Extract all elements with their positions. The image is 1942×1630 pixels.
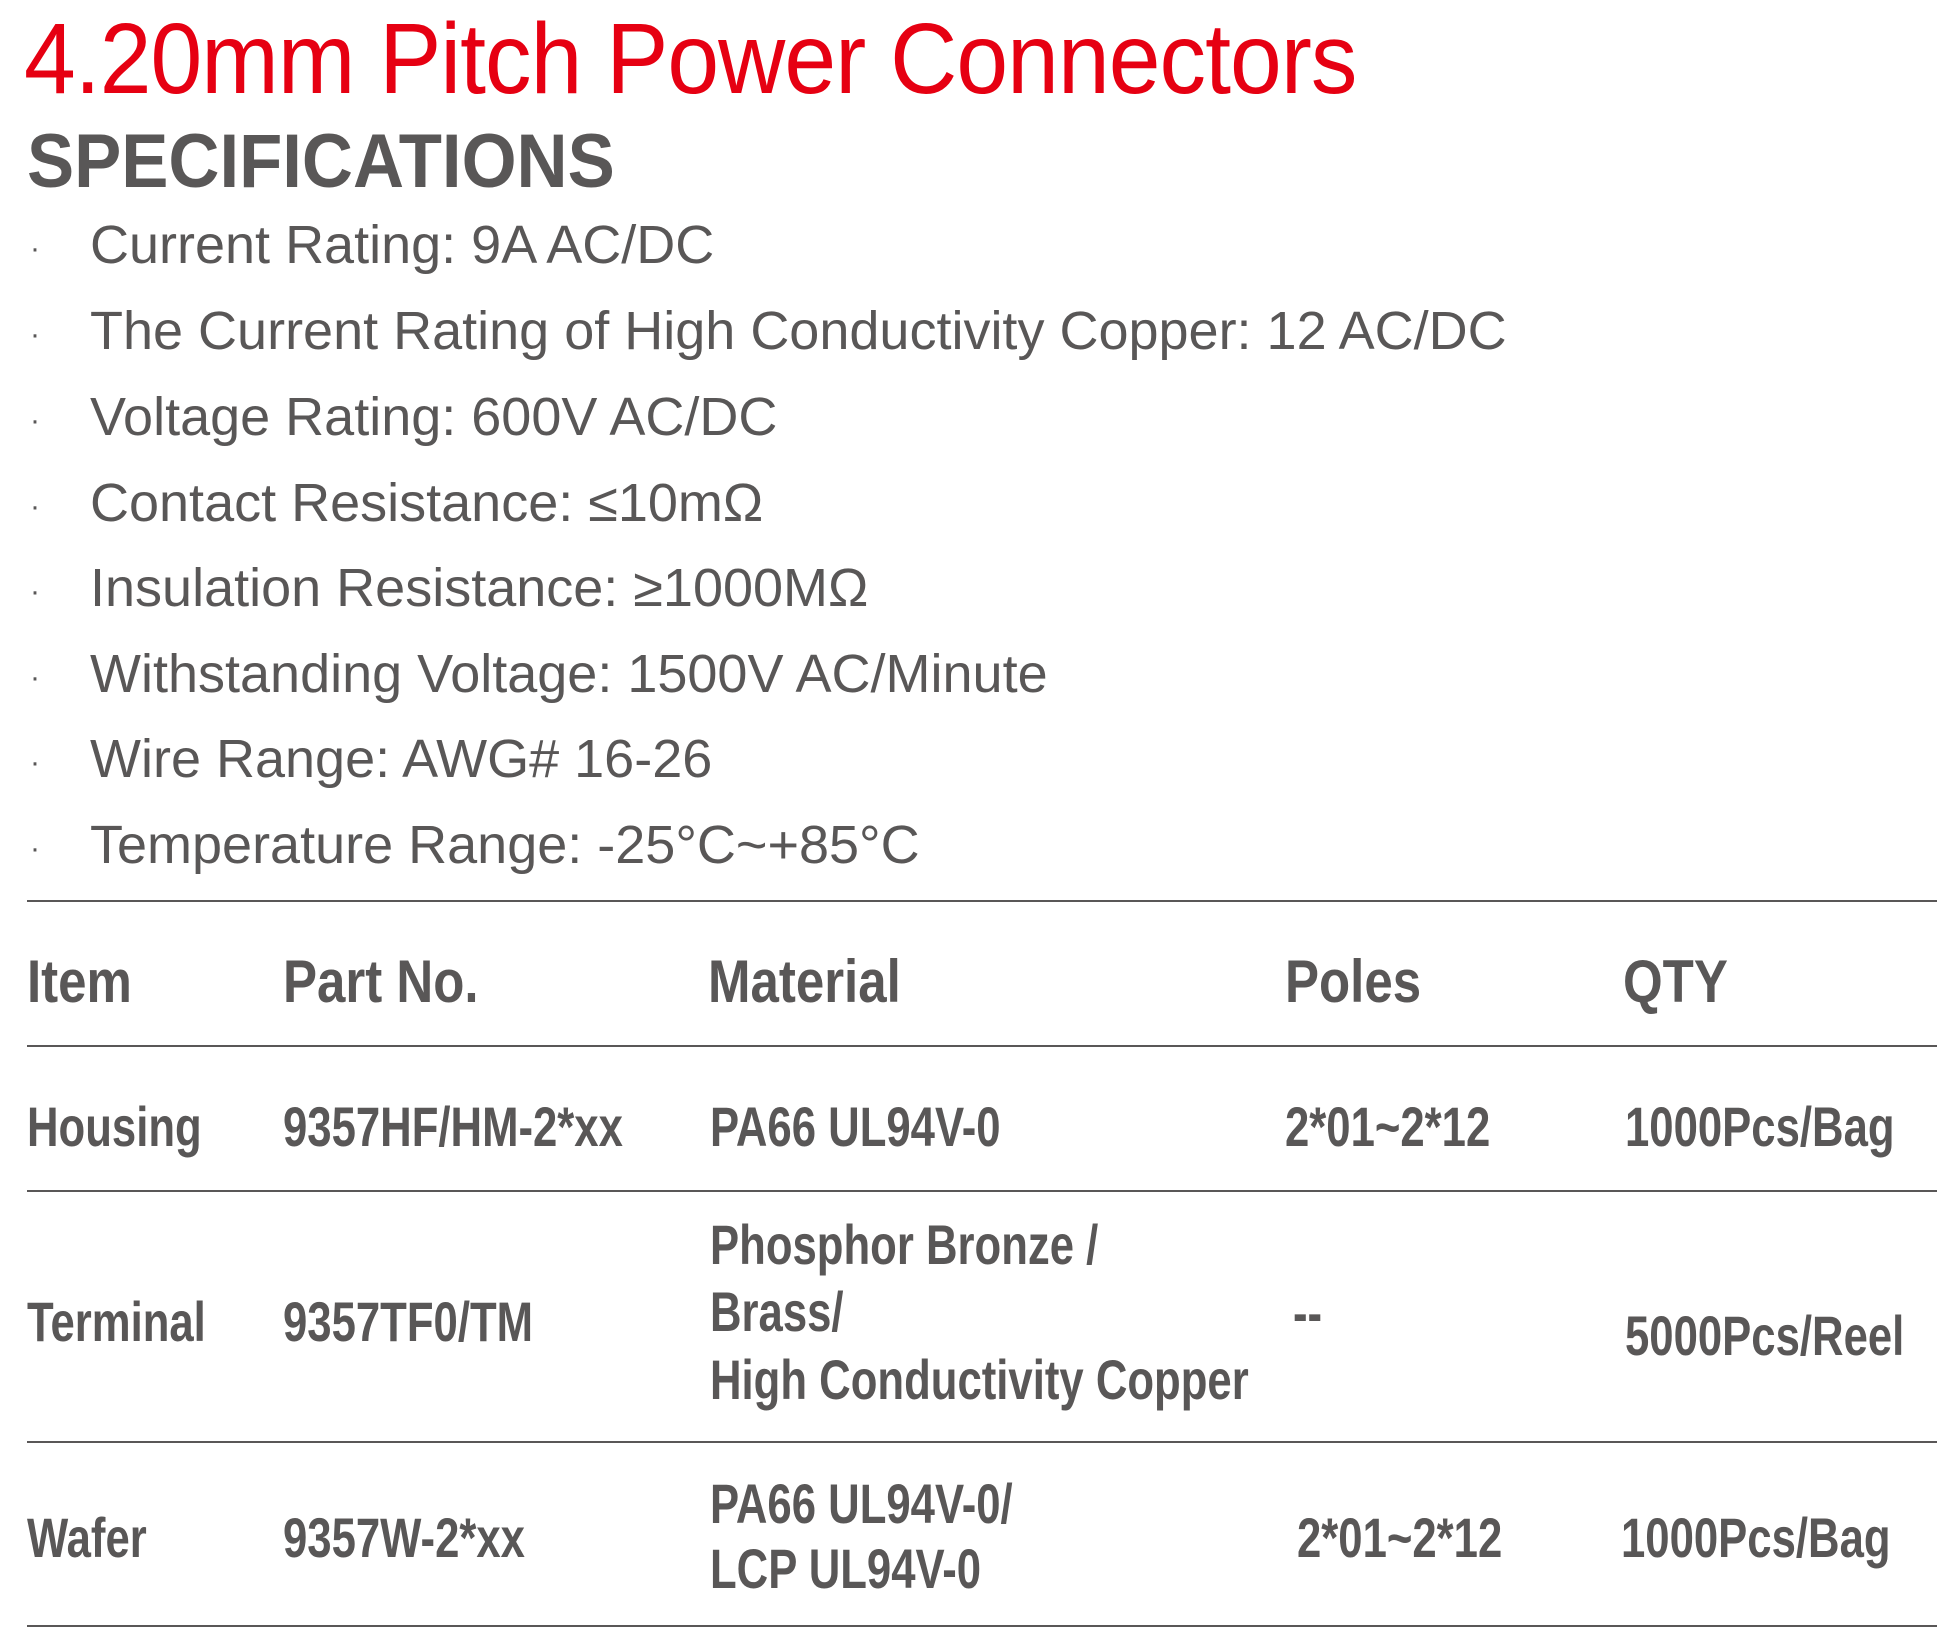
bullet: ·: [30, 660, 40, 694]
row-terminal-part-no: 9357TF0/TM: [283, 1290, 534, 1353]
spec-item: · Withstanding Voltage: 1500V AC/Minute: [30, 644, 1048, 708]
spec-item: · The Current Rating of High Conductivity…: [30, 301, 1507, 365]
spec-item: · Voltage Rating: 600V AC/DC: [30, 387, 777, 451]
row-wafer-item: Wafer: [27, 1506, 147, 1569]
table-bottom-rule: [27, 1625, 1937, 1627]
header-material: Material: [708, 948, 901, 1015]
spec-text: Wire Range: AWG# 16-26: [90, 729, 713, 789]
row-terminal-material-2: Brass/: [710, 1280, 844, 1343]
row-rule: [27, 1190, 1937, 1192]
spec-text: Withstanding Voltage: 1500V AC/Minute: [90, 644, 1048, 704]
header-poles: Poles: [1285, 948, 1422, 1015]
header-qty: QTY: [1623, 948, 1728, 1015]
spec-text: Temperature Range: -25°C~+85°C: [90, 815, 920, 875]
table-top-rule: [27, 900, 1937, 902]
row-terminal-poles: --: [1293, 1281, 1323, 1344]
row-wafer-qty: 1000Pcs/Bag: [1621, 1506, 1891, 1569]
spec-item: · Current Rating: 9A AC/DC: [30, 215, 714, 279]
row-housing-part-no: 9357HF/HM-2*xx: [283, 1095, 623, 1158]
spec-text: The Current Rating of High Conductivity …: [90, 301, 1507, 361]
header-part-no: Part No.: [283, 948, 479, 1015]
spec-text: Insulation Resistance: ≥1000MΩ: [90, 558, 869, 618]
row-terminal-material-3: High Conductivity Copper: [710, 1348, 1249, 1411]
row-terminal-item: Terminal: [27, 1290, 206, 1353]
row-wafer-material-1: PA66 UL94V-0/: [710, 1472, 1013, 1535]
bullet: ·: [30, 403, 40, 437]
row-wafer-part-no: 9357W-2*xx: [283, 1506, 525, 1569]
bullet: ·: [30, 231, 40, 265]
row-housing-qty: 1000Pcs/Bag: [1625, 1095, 1895, 1158]
spec-item: · Temperature Range: -25°C~+85°C: [30, 815, 920, 879]
row-rule: [27, 1441, 1937, 1443]
bullet: ·: [30, 745, 40, 779]
spec-text: Contact Resistance: ≤10mΩ: [90, 473, 764, 533]
header-item: Item: [27, 948, 132, 1015]
row-wafer-poles: 2*01~2*12: [1297, 1506, 1503, 1569]
bullet: ·: [30, 317, 40, 351]
row-housing-poles: 2*01~2*12: [1285, 1095, 1491, 1158]
row-wafer-material-2: LCP UL94V-0: [710, 1537, 982, 1600]
row-terminal-material-1: Phosphor Bronze /: [710, 1213, 1099, 1276]
spec-text: Voltage Rating: 600V AC/DC: [90, 387, 778, 447]
bullet: ·: [30, 831, 40, 865]
row-housing-item: Housing: [27, 1095, 202, 1158]
spec-item: · Contact Resistance: ≤10mΩ: [30, 473, 763, 537]
header-rule: [27, 1045, 1937, 1047]
spec-text: Current Rating: 9A AC/DC: [90, 215, 715, 275]
row-housing-material: PA66 UL94V-0: [710, 1095, 1001, 1158]
spec-item: · Insulation Resistance: ≥1000MΩ: [30, 558, 868, 622]
specifications-heading: SPECIFICATIONS: [27, 119, 615, 204]
spec-item: · Wire Range: AWG# 16-26: [30, 729, 712, 793]
bullet: ·: [30, 574, 40, 608]
row-terminal-qty: 5000Pcs/Reel: [1625, 1304, 1905, 1367]
bullet: ·: [30, 489, 40, 523]
page-title: 4.20mm Pitch Power Connectors: [24, 3, 1357, 115]
